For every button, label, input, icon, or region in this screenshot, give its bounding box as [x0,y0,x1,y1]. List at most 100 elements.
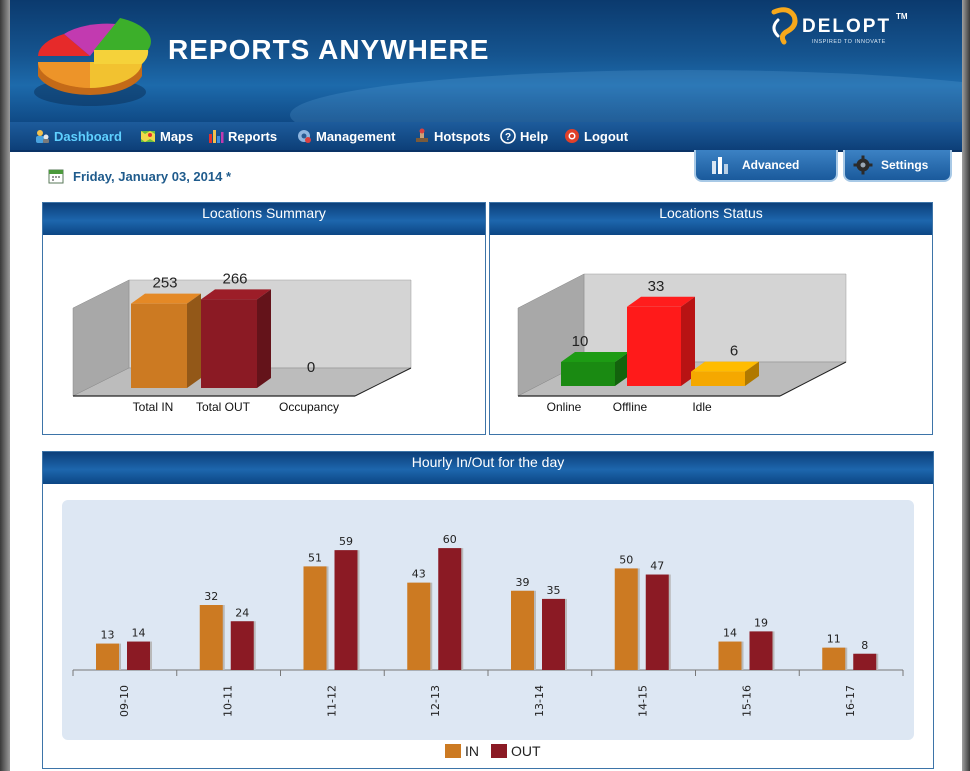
dashboard-icon [36,130,49,143]
bar-side [187,293,201,388]
data-label: 50 [619,553,633,566]
data-label: 19 [754,616,768,629]
data-label: 59 [339,535,353,548]
x-tick-label: Total OUT [196,400,251,414]
data-label: 33 [648,278,665,295]
nav-item-help[interactable]: ? Help [500,128,548,144]
data-label: 0 [307,359,315,376]
x-tick-label: Total IN [133,400,174,414]
data-label: 47 [650,560,664,573]
bar-side [257,289,271,388]
x-tick-label: Occupancy [279,400,339,414]
nav-item-maps[interactable]: Maps [140,128,193,144]
hourly-bar-out [334,550,358,670]
hourly-bar-in [822,647,846,670]
reports-icon [209,130,224,143]
data-label: 13 [101,629,115,642]
data-label: 51 [308,551,322,564]
bar-front [627,306,681,386]
window-frame-right [962,0,970,771]
data-label: 10 [572,333,589,350]
hourly-bar-out [127,641,150,670]
hourly-bar-out [230,621,254,670]
chart-legend: IN OUT [445,743,541,759]
main-navbar: Dashboard Maps Reports Management Hotspo… [10,122,962,152]
hourly-inout-chart: 13 14 09-10 32 24 10-11 51 59 11-12 43 60 12-13 39 35… [62,500,914,759]
nav-label: Dashboard [54,128,122,144]
data-label: 266 [222,270,247,287]
data-label: 14 [132,627,146,640]
settings-tab-button[interactable]: Settings [843,150,952,182]
calendar-icon[interactable] [48,168,64,184]
app-title: REPORTS ANYWHERE [168,34,490,65]
x-tick-label: Online [547,400,582,414]
advanced-tab-button[interactable]: Advanced [694,150,838,182]
locations-summary-chart: 253 Total IN 266 Total OUT 0 Occupancy [72,270,412,414]
locations-summary-panel: Locations Summary 253 Total IN 266 Total OU… [42,202,486,435]
logout-icon [565,129,579,143]
hotspot-icon [416,128,428,142]
legend-label: IN [465,743,479,759]
date-display: Friday, January 03, 2014 * [48,168,231,184]
management-icon [298,130,311,143]
data-label: 60 [443,533,457,546]
nav-item-management[interactable]: Management [296,128,395,144]
hourly-bar-out [438,548,462,670]
x-tick-label: Offline [613,400,648,414]
data-label: 14 [723,627,737,640]
legend-swatch [445,744,461,758]
hourly-bar-in [199,605,223,670]
hourly-bar-out [749,631,773,670]
gear-icon [853,155,873,175]
bar-chart-icon [712,157,728,174]
pie-chart-logo-icon [34,18,151,106]
bar-top [691,361,759,372]
hourly-bar-out [542,598,565,670]
x-tick-label: 15-16 [740,685,753,717]
nav-item-logout[interactable]: Logout [564,128,628,144]
hourly-bar-in [303,566,327,670]
nav-item-reports[interactable]: Reports [208,128,277,144]
nav-label: Logout [584,128,629,144]
nav-label: Hotspots [434,128,491,144]
brand-tagline: INSPIRED TO INNOVATE [812,39,886,45]
data-label: 8 [861,639,868,652]
chart-back-wall [583,273,847,363]
hourly-bar-in [718,641,742,670]
header-swoosh [290,70,962,122]
nav-item-dashboard[interactable]: Dashboard [34,128,122,144]
bar-side [745,361,759,386]
bar-top [627,296,695,307]
brand-name: DELOPT [802,16,892,37]
nav-label: Maps [160,128,194,144]
bar-front [131,303,187,388]
brand-logo: DELOPT TM INSPIRED TO INNOVATE [768,6,918,50]
bar-top [561,352,629,362]
settings-tab-label: Settings [881,158,929,172]
panel-title: Locations Status [490,203,932,235]
map-icon [141,131,155,142]
locations-status-panel: Locations Status 10 Online 33 Offline 6 Idle [489,202,933,435]
nav-item-hotspots[interactable]: Hotspots [414,128,490,144]
data-label: 32 [204,590,218,603]
hourly-bar-in [96,643,119,670]
x-tick-label: 09-10 [118,685,131,717]
data-label: 6 [730,343,738,360]
bar-side [681,296,695,386]
data-label: 253 [152,275,177,292]
legend-label: OUT [511,743,541,759]
x-tick-label: 16-17 [844,685,857,717]
locations-status-chart: 10 Online 33 Offline 6 Idle [517,273,847,414]
panel-title: Locations Summary [43,203,485,235]
x-tick-label: 13-14 [533,685,546,717]
bar-front [561,362,615,386]
x-axis-edge [779,361,847,397]
hourly-inout-panel: Hourly In/Out for the day 13 14 09-10 32 24 1… [42,451,934,769]
app-header: REPORTS ANYWHERE DELOPT TM INSPIRED TO I… [10,0,962,122]
advanced-tab-label: Advanced [742,158,800,172]
summary-bar [201,289,271,388]
date-text: Friday, January 03, 2014 * [73,168,232,184]
x-tick-label: 11-12 [325,685,338,717]
brand-trademark: TM [896,12,908,21]
status-bar [561,352,629,386]
